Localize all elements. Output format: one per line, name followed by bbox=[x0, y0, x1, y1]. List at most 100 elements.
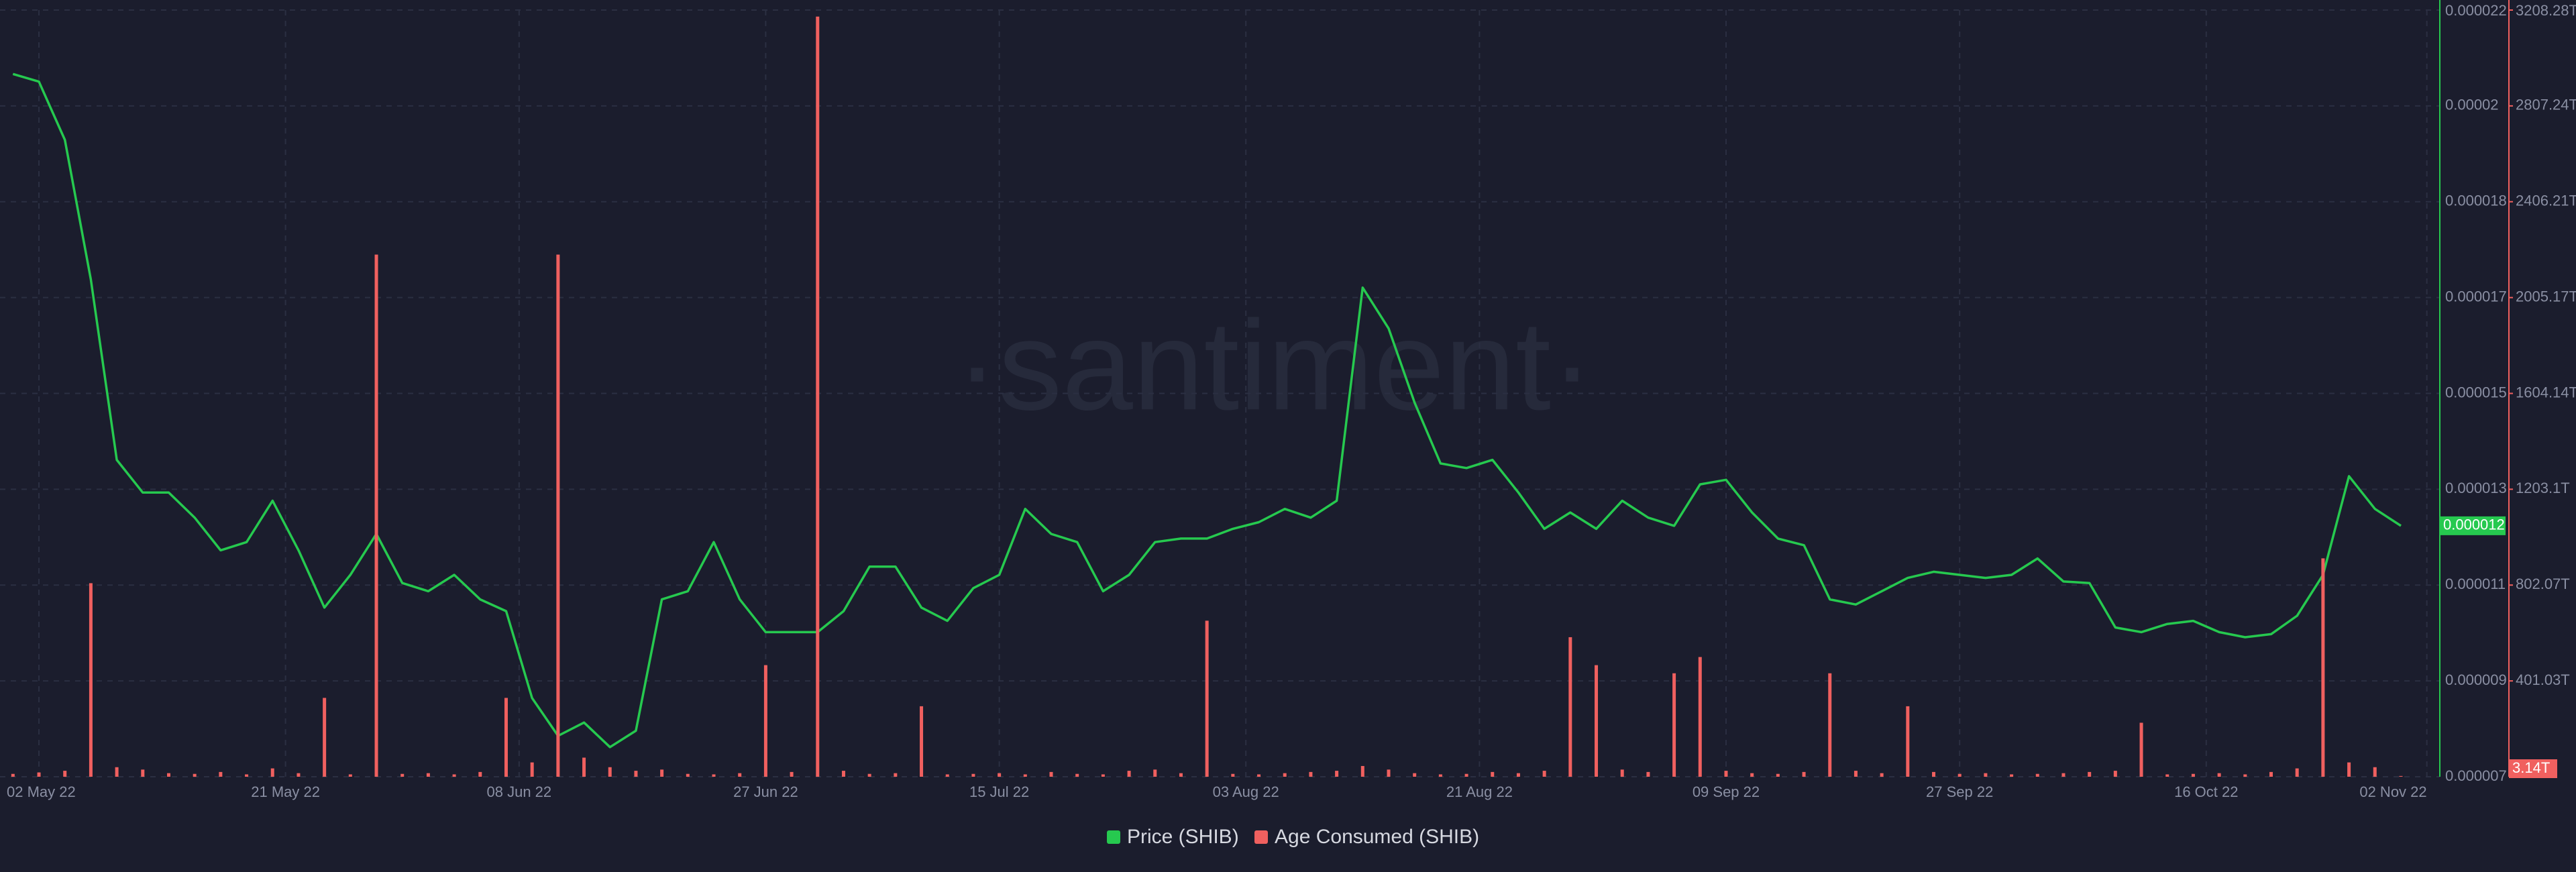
bar bbox=[1464, 773, 1468, 777]
bar bbox=[478, 771, 482, 777]
bar bbox=[245, 774, 249, 777]
bar bbox=[374, 254, 378, 777]
x-tick-label: 21 Aug 22 bbox=[1446, 783, 1513, 800]
y-tick-label: 0.000022 bbox=[2445, 2, 2507, 19]
bar bbox=[1750, 773, 1754, 777]
bar bbox=[1854, 771, 1858, 777]
bar bbox=[971, 773, 975, 777]
bar bbox=[2113, 771, 2117, 777]
bar bbox=[1360, 765, 1364, 777]
y-tick-label: 0.000015 bbox=[2445, 384, 2507, 400]
y-tick-label: 0.000018 bbox=[2445, 193, 2507, 209]
bar bbox=[11, 773, 15, 777]
bar bbox=[1906, 706, 1910, 777]
bar bbox=[1049, 771, 1053, 777]
bar bbox=[1984, 773, 1988, 777]
bar bbox=[1413, 773, 1417, 777]
bar bbox=[530, 762, 534, 777]
bar bbox=[2191, 773, 2195, 777]
bar bbox=[2321, 558, 2325, 777]
legend-swatch bbox=[1254, 830, 1268, 844]
bar bbox=[2347, 762, 2351, 777]
bar bbox=[1101, 774, 1105, 777]
legend-label[interactable]: Price (SHIB) bbox=[1127, 826, 1239, 848]
bar bbox=[1957, 773, 1962, 777]
x-tick-label: 02 Nov 22 bbox=[2359, 783, 2426, 800]
x-tick-label: 15 Jul 22 bbox=[969, 783, 1029, 800]
bar bbox=[270, 768, 274, 777]
bar bbox=[504, 698, 508, 777]
bar bbox=[1438, 774, 1442, 777]
bar bbox=[1387, 769, 1391, 777]
bar bbox=[1127, 771, 1131, 777]
bar bbox=[2243, 774, 2247, 777]
bar bbox=[634, 771, 638, 777]
bar bbox=[1620, 769, 1624, 777]
x-tick-label: 02 May 22 bbox=[7, 783, 76, 800]
bar bbox=[945, 774, 949, 777]
y2-tick-label: 802.07T bbox=[2516, 576, 2570, 592]
bar bbox=[1231, 773, 1235, 777]
bar bbox=[297, 773, 301, 777]
bar bbox=[426, 773, 430, 777]
bar bbox=[790, 771, 794, 777]
current-label: 3.14T bbox=[2512, 759, 2550, 776]
bar bbox=[1672, 673, 1676, 777]
bar bbox=[1335, 771, 1339, 777]
bar bbox=[1828, 673, 1832, 777]
bar bbox=[1646, 771, 1650, 777]
bar bbox=[1153, 769, 1157, 777]
bar bbox=[1724, 771, 1728, 777]
bar bbox=[660, 769, 664, 777]
legend-swatch bbox=[1107, 830, 1120, 844]
bar bbox=[2035, 773, 2039, 777]
bar bbox=[1542, 771, 1546, 777]
price-line bbox=[12, 72, 2402, 749]
bar bbox=[1568, 637, 1572, 777]
y-tick-label: 0.00002 bbox=[2445, 97, 2499, 113]
current-badge bbox=[2440, 516, 2506, 535]
bar bbox=[1802, 771, 1806, 777]
y2-tick-label: 2005.17T bbox=[2516, 288, 2576, 305]
bar bbox=[556, 254, 560, 777]
y2-tick-label: 3208.28T bbox=[2516, 2, 2576, 19]
bar bbox=[2010, 774, 2014, 777]
bar bbox=[2165, 774, 2169, 777]
x-tick-label: 03 Aug 22 bbox=[1213, 783, 1279, 800]
bar bbox=[400, 773, 405, 777]
bar bbox=[2373, 767, 2377, 777]
bar bbox=[1932, 771, 1936, 777]
bar bbox=[608, 767, 612, 777]
legend-label[interactable]: Age Consumed (SHIB) bbox=[1275, 826, 1479, 848]
x-tick-label: 21 May 22 bbox=[251, 783, 320, 800]
y2-tick-label: 1203.1T bbox=[2516, 480, 2570, 496]
bar bbox=[686, 773, 690, 777]
y-tick-label: 0.000009 bbox=[2445, 671, 2507, 688]
bar bbox=[323, 698, 327, 777]
bar bbox=[1516, 773, 1520, 777]
bar bbox=[1075, 773, 1079, 777]
bar bbox=[89, 583, 93, 777]
bar bbox=[816, 16, 820, 777]
bar bbox=[763, 665, 767, 777]
bar bbox=[2139, 722, 2143, 777]
bar bbox=[37, 772, 41, 777]
x-tick-label: 09 Sep 22 bbox=[1693, 783, 1760, 800]
bar bbox=[1205, 620, 1209, 777]
bar bbox=[1880, 773, 1884, 777]
bar bbox=[2217, 773, 2221, 777]
bar bbox=[2295, 768, 2299, 777]
y2-tick-label: 401.03T bbox=[2516, 671, 2570, 688]
bar bbox=[1309, 771, 1313, 777]
bar bbox=[894, 773, 898, 777]
bar bbox=[1283, 773, 1287, 777]
bar bbox=[1776, 773, 1780, 777]
bar bbox=[1491, 771, 1495, 777]
x-tick-label: 27 Sep 22 bbox=[1926, 783, 1993, 800]
bar bbox=[348, 774, 352, 777]
y-tick-label: 0.000011 bbox=[2445, 576, 2506, 592]
bar bbox=[920, 706, 924, 777]
bar bbox=[452, 774, 456, 777]
